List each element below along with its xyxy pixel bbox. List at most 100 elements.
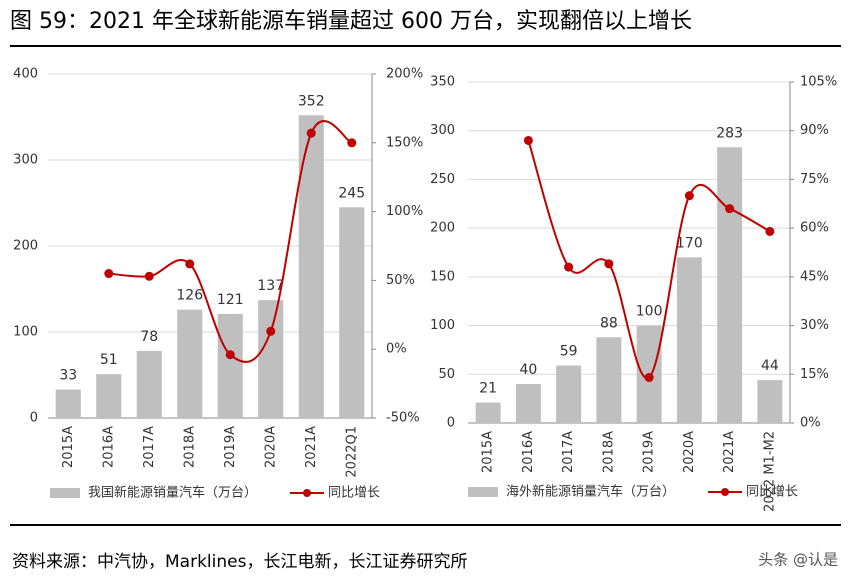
y-tick-label: 200 [430, 221, 455, 236]
data-label: 44 [761, 358, 779, 374]
y-tick-label: 0 [447, 416, 455, 431]
line-marker [144, 271, 154, 281]
bar [556, 365, 582, 423]
legend-swatch [721, 488, 729, 496]
line-marker [225, 350, 235, 360]
line-marker [765, 226, 775, 236]
watermark: 头条 @认是 [758, 551, 838, 569]
y-tick-label: 50 [438, 367, 455, 382]
legend-swatch [468, 487, 498, 497]
x-tick-label: 2015A [481, 431, 496, 473]
data-label: 33 [59, 368, 77, 384]
bar [96, 374, 122, 418]
legend-label: 同比增长 [328, 486, 380, 501]
data-label: 21 [479, 381, 497, 397]
bar [217, 313, 243, 418]
data-label: 126 [176, 288, 203, 304]
x-tick-label: 2017A [142, 426, 157, 468]
y-tick-label: 200 [13, 239, 38, 254]
bar [475, 402, 501, 423]
data-label: 51 [100, 352, 118, 368]
data-label: 245 [338, 185, 365, 201]
y2-tick-label: 50% [386, 273, 415, 288]
data-label: 137 [257, 278, 284, 294]
line-marker [185, 259, 195, 269]
legend-label: 同比增长 [746, 485, 798, 500]
line-marker [564, 262, 574, 272]
line-marker [266, 326, 276, 336]
bar [515, 384, 541, 423]
line-marker [604, 259, 614, 269]
x-tick-label: 2017A [561, 431, 576, 473]
bar [339, 207, 365, 418]
x-tick-label: 2021A [304, 426, 319, 468]
y2-tick-label: 200% [386, 67, 423, 82]
line-marker [644, 373, 654, 383]
legend-swatch [303, 489, 311, 497]
line-marker [347, 138, 357, 148]
y2-tick-label: 105% [800, 75, 837, 90]
figure-title: 图 59：2021 年全球新能源车销量超过 600 万台，实现翻倍以上增长 [10, 9, 692, 34]
data-label: 170 [676, 235, 703, 251]
y-tick-label: 150 [430, 269, 455, 284]
x-tick-label: 2021A [722, 431, 737, 473]
x-tick-label: 2019A [223, 426, 238, 468]
y2-tick-label: 0% [800, 416, 821, 431]
x-tick-label: 2016A [101, 426, 116, 468]
x-tick-label: 2016A [521, 431, 536, 473]
data-label: 121 [217, 292, 244, 308]
bar [676, 257, 702, 423]
data-label: 59 [560, 344, 578, 360]
y2-tick-label: 150% [386, 135, 423, 150]
line-marker [684, 191, 694, 201]
bar [177, 309, 203, 418]
bar [757, 380, 783, 423]
y-tick-label: 300 [13, 153, 38, 168]
bar [596, 337, 622, 423]
x-tick-label: 2020A [682, 431, 697, 473]
bar [258, 300, 284, 418]
y2-tick-label: 30% [800, 318, 829, 333]
y2-tick-label: 100% [386, 204, 423, 219]
x-tick-label: 2019A [642, 431, 657, 473]
line-marker [523, 135, 533, 145]
y2-tick-label: 15% [800, 367, 829, 382]
y-tick-label: 100 [13, 325, 38, 340]
y2-tick-label: 0% [386, 342, 407, 357]
data-label: 78 [140, 329, 158, 345]
line-marker [306, 128, 316, 138]
source: 资料来源：中汽协，Marklines，长江电新，长江证券研究所 [12, 552, 467, 572]
legend-label: 我国新能源销量汽车（万台） [88, 485, 257, 501]
x-tick-label: 2022Q1 [344, 426, 359, 478]
data-label: 100 [636, 304, 663, 320]
y-tick-label: 250 [430, 172, 455, 187]
y-tick-label: 100 [430, 318, 455, 333]
legend-swatch [50, 488, 80, 498]
y2-tick-label: 90% [800, 123, 829, 138]
data-label: 40 [519, 362, 537, 378]
data-label: 88 [600, 315, 618, 331]
y2-tick-label: 60% [800, 221, 829, 236]
x-tick-label: 2020A [263, 426, 278, 468]
y2-tick-label: 75% [800, 172, 829, 187]
y-tick-label: 0 [30, 411, 38, 426]
bar [298, 115, 324, 418]
y-tick-label: 350 [430, 75, 455, 90]
x-tick-label: 2018A [601, 431, 616, 473]
line-marker [725, 204, 735, 214]
data-label: 352 [298, 93, 325, 109]
line-marker [104, 269, 114, 279]
y2-tick-label: -50% [386, 411, 420, 426]
y2-tick-label: 45% [800, 269, 829, 284]
bar [55, 389, 81, 418]
x-tick-label: 2015A [61, 426, 76, 468]
bar [717, 147, 743, 423]
data-label: 283 [716, 125, 743, 141]
bar [136, 350, 162, 418]
x-tick-label: 2018A [182, 426, 197, 468]
y-tick-label: 400 [13, 67, 38, 82]
legend-label: 海外新能源销量汽车（万台） [506, 484, 675, 500]
y-tick-label: 300 [430, 123, 455, 138]
x-tick-label: 2022 M1-M2 [762, 431, 777, 512]
